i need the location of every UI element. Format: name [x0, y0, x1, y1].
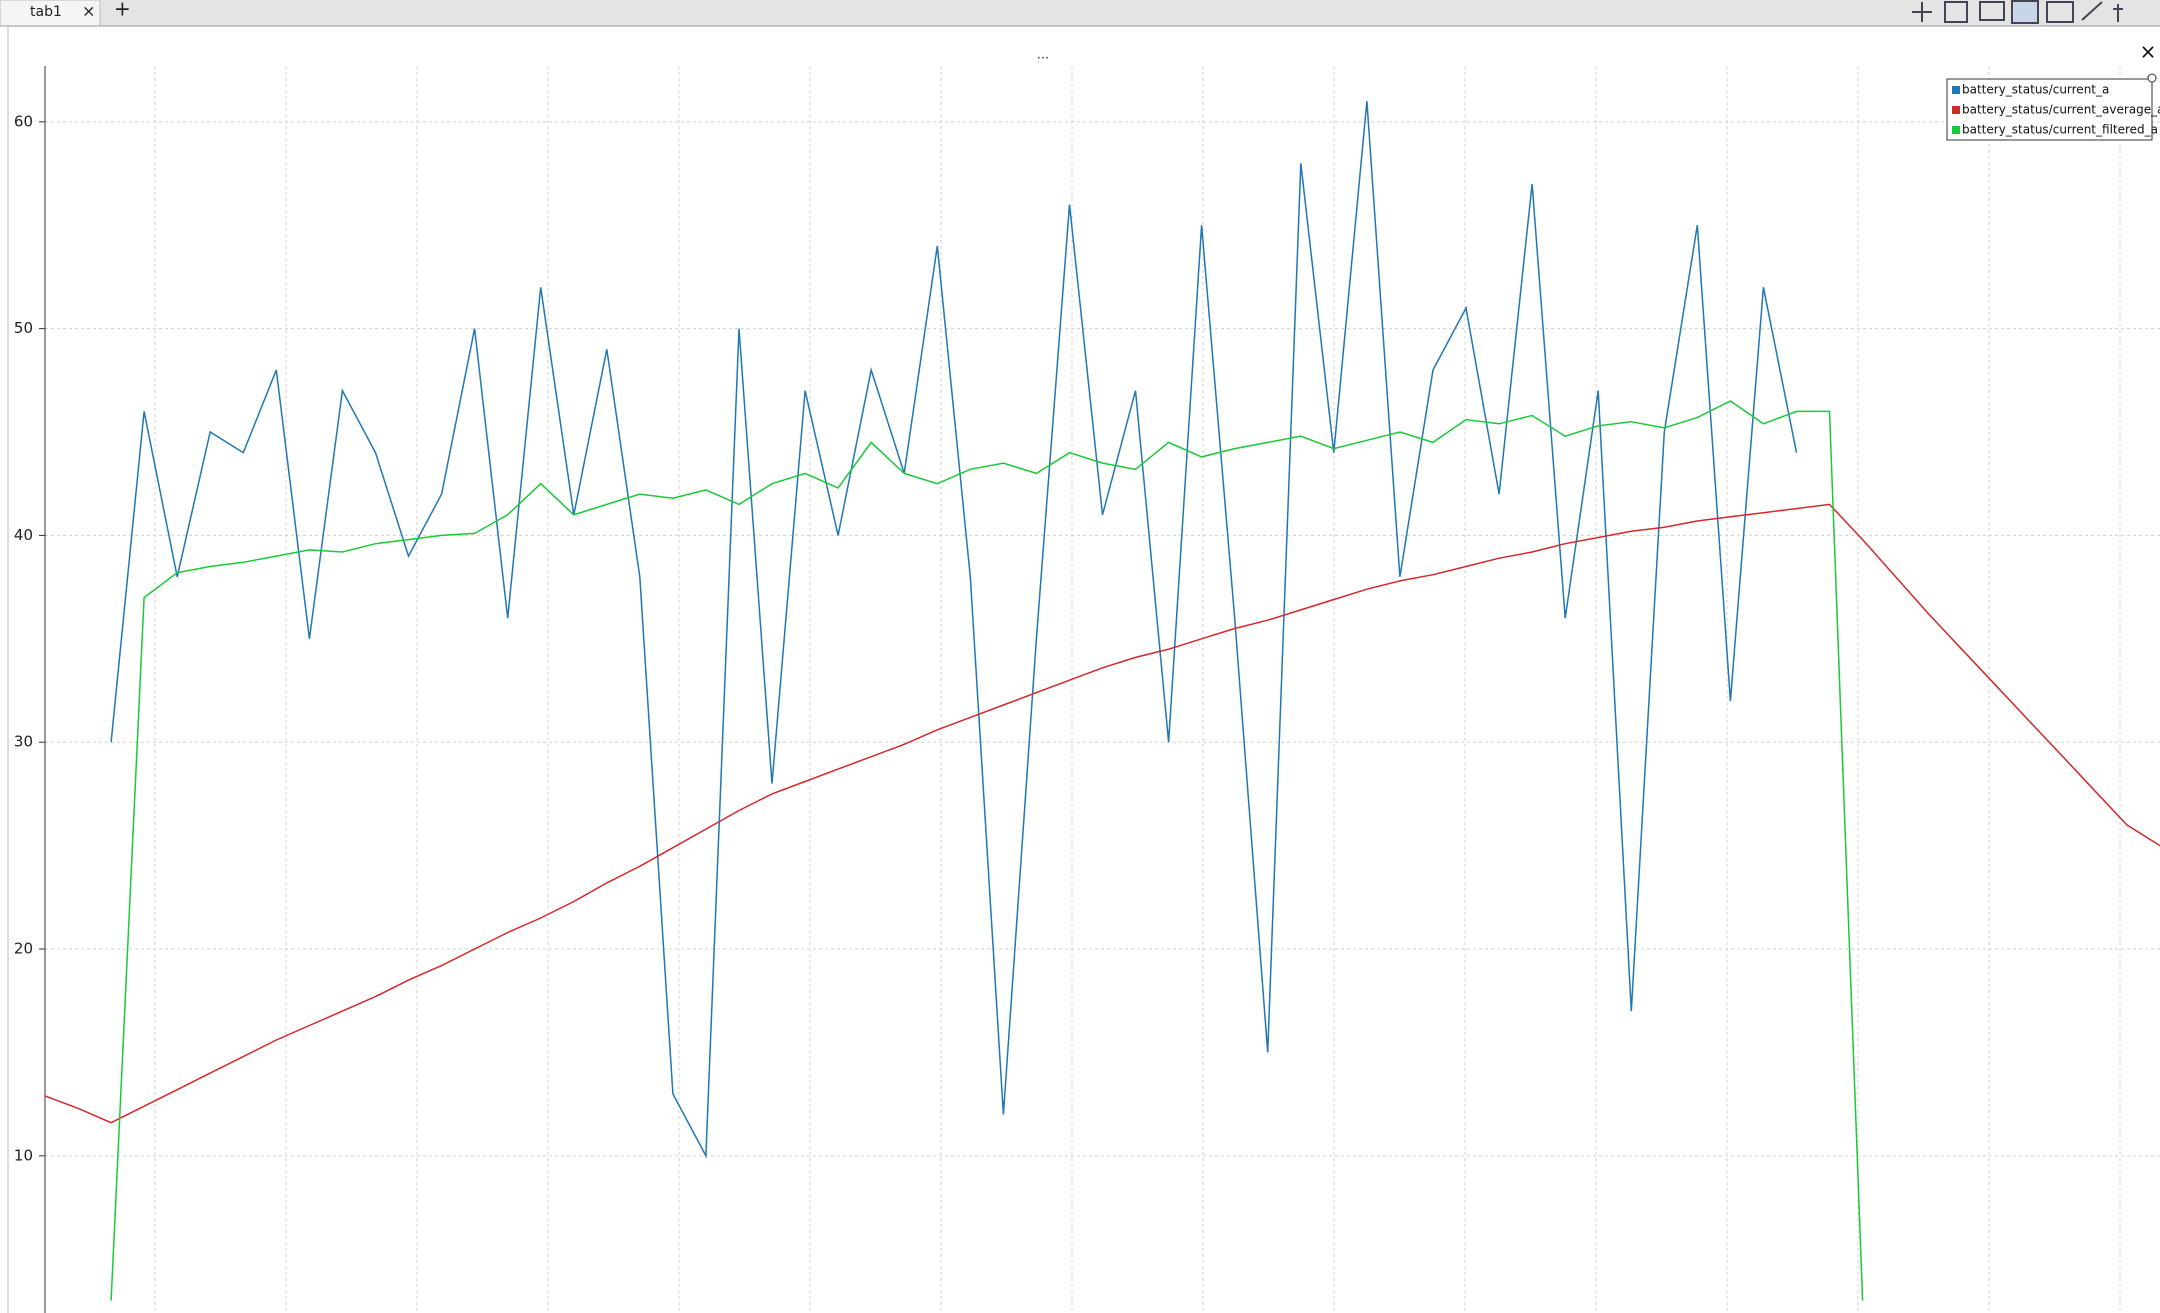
plot-area: 10 20 30 40 50 60 battery_status/current_abatt…: [14, 66, 2160, 1313]
toolbar: [1912, 0, 2123, 24]
tool-grid[interactable]: [2046, 1, 2074, 23]
legend-swatch: [1952, 126, 1960, 134]
legend-box: [1946, 78, 2153, 141]
plot-title: ...: [1037, 48, 1049, 63]
tool-t0[interactable]: [2113, 4, 2123, 22]
series-line: [44, 503, 2160, 1124]
tab[interactable]: [0, 0, 101, 27]
legend-swatch: [1952, 86, 1960, 94]
y-tick-label: 30: [14, 733, 33, 751]
tab-add[interactable]: +: [114, 0, 131, 21]
legend-label: battery_status/current_a: [1962, 83, 2109, 97]
tool-time[interactable]: [2011, 0, 2039, 24]
plot-close[interactable]: ×: [2140, 40, 2157, 64]
legend-handle: [2147, 73, 2157, 83]
tool-zoom[interactable]: [1944, 1, 1968, 23]
y-tick-label: 50: [14, 319, 33, 337]
y-tick-label: 20: [14, 940, 33, 958]
tool-move[interactable]: [1912, 2, 1932, 22]
legend-label: battery_status/current_average_a: [1962, 103, 2160, 117]
tool-link[interactable]: [2081, 1, 2103, 21]
tab-close[interactable]: ×: [82, 2, 95, 21]
y-tick-label: 10: [14, 1146, 33, 1164]
tool-legend[interactable]: [1979, 1, 2005, 21]
tab-label[interactable]: tab1: [30, 4, 62, 20]
tab-bar: [0, 0, 2160, 26]
series-line: [110, 400, 1864, 1301]
y-tick-label: 60: [14, 112, 33, 130]
y-tick-label: 40: [14, 526, 33, 544]
series-line: [110, 101, 1798, 1159]
legend-label: battery_status/current_filtered_a: [1962, 123, 2158, 137]
legend-swatch: [1952, 106, 1960, 114]
